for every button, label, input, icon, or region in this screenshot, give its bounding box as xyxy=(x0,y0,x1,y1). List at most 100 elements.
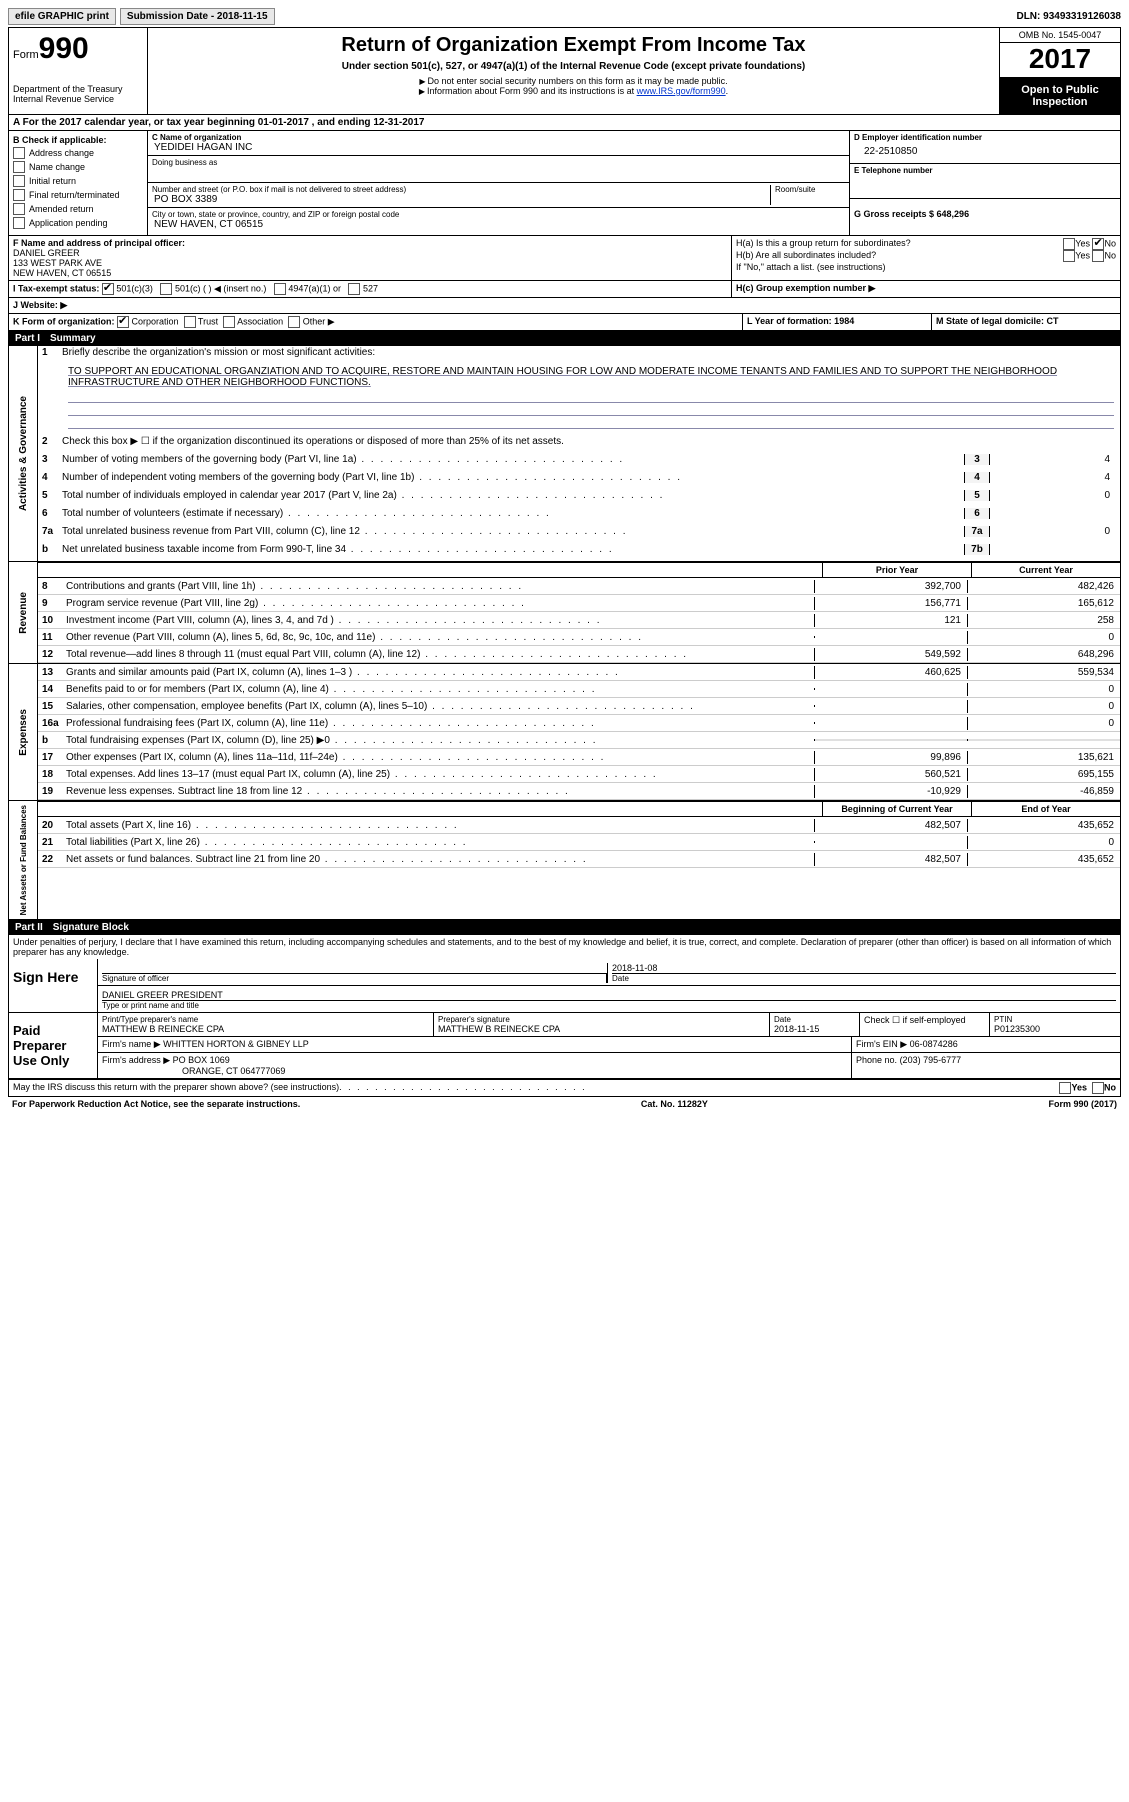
form-header: Form990 Department of the Treasury Inter… xyxy=(9,28,1120,115)
side-governance: Activities & Governance xyxy=(16,392,31,515)
footer-mid: Cat. No. 11282Y xyxy=(641,1099,708,1109)
address-change-checkbox[interactable] xyxy=(13,147,25,159)
data-line: 8Contributions and grants (Part VIII, li… xyxy=(38,578,1120,595)
data-line: 10Investment income (Part VIII, column (… xyxy=(38,612,1120,629)
org-name-label: C Name of organization xyxy=(152,133,845,142)
mission-text: TO SUPPORT AN EDUCATIONAL ORGANZIATION A… xyxy=(68,366,1057,388)
omb-number: OMB No. 1545-0047 xyxy=(1000,28,1120,43)
city-value: NEW HAVEN, CT 06515 xyxy=(152,219,845,230)
ein-value: 22-2510850 xyxy=(854,142,1116,161)
line2-text: Check this box ▶ ☐ if the organization d… xyxy=(62,436,1116,447)
data-line: 11Other revenue (Part VIII, column (A), … xyxy=(38,629,1120,646)
page-footer: For Paperwork Reduction Act Notice, see … xyxy=(8,1097,1121,1111)
perjury-text: Under penalties of perjury, I declare th… xyxy=(9,935,1120,959)
form-title: Return of Organization Exempt From Incom… xyxy=(154,34,993,57)
phone-label: E Telephone number xyxy=(854,166,1116,175)
end-year-header: End of Year xyxy=(971,802,1120,816)
submission-date-button[interactable]: Submission Date - 2018-11-15 xyxy=(120,8,275,25)
form-container: Form990 Department of the Treasury Inter… xyxy=(8,27,1121,1097)
officer-label: F Name and address of principal officer: xyxy=(13,238,185,248)
date-label: Date xyxy=(612,973,1116,983)
final-return-checkbox[interactable] xyxy=(13,189,25,201)
part2-header: Part II Signature Block xyxy=(9,920,1120,935)
hb-note: If "No," attach a list. (see instruction… xyxy=(736,262,1116,272)
officer-addr2: NEW HAVEN, CT 06515 xyxy=(13,268,111,278)
officer-addr1: 133 WEST PARK AVE xyxy=(13,258,102,268)
efile-print-button[interactable]: efile GRAPHIC print xyxy=(8,8,116,25)
application-pending-checkbox[interactable] xyxy=(13,217,25,229)
firm-city: ORANGE, CT 064777069 xyxy=(102,1066,285,1076)
preparer-date: 2018-11-15 xyxy=(774,1024,855,1034)
501c-checkbox[interactable] xyxy=(160,283,172,295)
discuss-text: May the IRS discuss this return with the… xyxy=(13,1082,339,1094)
officer-typed-name: DANIEL GREER PRESIDENT xyxy=(102,990,1116,1000)
side-net-assets: Net Assets or Fund Balances xyxy=(17,801,30,919)
data-line: 13Grants and similar amounts paid (Part … xyxy=(38,664,1120,681)
room-label: Room/suite xyxy=(775,185,845,194)
sig-date: 2018-11-08 xyxy=(612,963,1116,973)
data-line: 12Total revenue—add lines 8 through 11 (… xyxy=(38,646,1120,663)
other-checkbox[interactable] xyxy=(288,316,300,328)
begin-year-header: Beginning of Current Year xyxy=(822,802,971,816)
data-line: 21Total liabilities (Part X, line 26)0 xyxy=(38,834,1120,851)
section-b: B Check if applicable: Address change Na… xyxy=(9,131,148,235)
ha-no-checkbox[interactable] xyxy=(1092,238,1104,250)
gross-receipts: G Gross receipts $ 648,296 xyxy=(854,209,1116,219)
summary-line: 4Number of independent voting members of… xyxy=(38,471,1120,489)
tax-year: 2017 xyxy=(1000,43,1120,78)
part1-header: Part I Summary xyxy=(9,331,1120,346)
tax-exempt-label: I Tax-exempt status: xyxy=(13,283,99,293)
summary-line: bNet unrelated business taxable income f… xyxy=(38,543,1120,561)
org-name: YEDIDEI HAGAN INC xyxy=(152,142,845,153)
dln-label: DLN: 93493319126038 xyxy=(1016,11,1121,22)
dept-label: Department of the Treasury Internal Reve… xyxy=(13,84,143,104)
self-employed-check: Check ☐ if self-employed xyxy=(860,1013,990,1037)
4947-checkbox[interactable] xyxy=(274,283,286,295)
hb-no-checkbox[interactable] xyxy=(1092,250,1104,262)
firm-name: WHITTEN HORTON & GIBNEY LLP xyxy=(163,1039,309,1049)
summary-line: 3Number of voting members of the governi… xyxy=(38,453,1120,471)
ein-label: D Employer identification number xyxy=(854,133,982,142)
irs-link[interactable]: www.IRS.gov/form990 xyxy=(637,86,726,96)
discuss-no-checkbox[interactable] xyxy=(1092,1082,1104,1094)
data-line: 19Revenue less expenses. Subtract line 1… xyxy=(38,783,1120,800)
trust-checkbox[interactable] xyxy=(184,316,196,328)
footer-left: For Paperwork Reduction Act Notice, see … xyxy=(12,1099,300,1109)
assoc-checkbox[interactable] xyxy=(223,316,235,328)
summary-line: 6Total number of volunteers (estimate if… xyxy=(38,507,1120,525)
note-2-prefix: Information about Form 990 and its instr… xyxy=(419,86,637,96)
ha-yes-checkbox[interactable] xyxy=(1063,238,1075,250)
527-checkbox[interactable] xyxy=(348,283,360,295)
line1-label: Briefly describe the organization's miss… xyxy=(62,347,1116,358)
initial-return-checkbox[interactable] xyxy=(13,175,25,187)
data-line: 18Total expenses. Add lines 13–17 (must … xyxy=(38,766,1120,783)
name-change-checkbox[interactable] xyxy=(13,161,25,173)
prior-year-header: Prior Year xyxy=(822,563,971,577)
state-domicile: M State of legal domicile: CT xyxy=(936,316,1059,326)
data-line: 15Salaries, other compensation, employee… xyxy=(38,698,1120,715)
firm-address: PO BOX 1069 xyxy=(173,1055,230,1065)
summary-line: 7aTotal unrelated business revenue from … xyxy=(38,525,1120,543)
website-label: J Website: ▶ xyxy=(13,300,67,310)
firm-ein: 06-0874286 xyxy=(910,1039,958,1049)
street-label: Number and street (or P.O. box if mail i… xyxy=(152,185,770,194)
data-line: 20Total assets (Part X, line 16)482,5074… xyxy=(38,817,1120,834)
amended-return-checkbox[interactable] xyxy=(13,203,25,215)
form-number: Form990 xyxy=(13,32,143,66)
501c3-checkbox[interactable] xyxy=(102,283,114,295)
form-subtitle: Under section 501(c), 527, or 4947(a)(1)… xyxy=(154,61,993,72)
hb-label: H(b) Are all subordinates included? xyxy=(736,250,876,262)
hb-yes-checkbox[interactable] xyxy=(1063,250,1075,262)
data-line: 9Program service revenue (Part VIII, lin… xyxy=(38,595,1120,612)
sig-officer-label: Signature of officer xyxy=(102,973,606,983)
side-expenses: Expenses xyxy=(16,705,31,760)
hc-label: H(c) Group exemption number ▶ xyxy=(736,283,875,293)
discuss-yes-checkbox[interactable] xyxy=(1059,1082,1071,1094)
data-line: 17Other expenses (Part IX, column (A), l… xyxy=(38,749,1120,766)
current-year-header: Current Year xyxy=(971,563,1120,577)
footer-right: Form 990 (2017) xyxy=(1048,1099,1117,1109)
corp-checkbox[interactable] xyxy=(117,316,129,328)
note-1: Do not enter social security numbers on … xyxy=(419,76,727,86)
sign-here-label: Sign Here xyxy=(9,959,98,1012)
street-value: PO BOX 3389 xyxy=(152,194,770,205)
